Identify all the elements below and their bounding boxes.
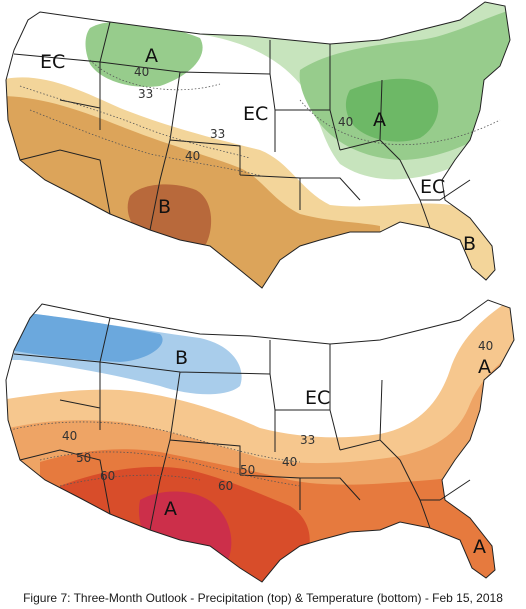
temperature-map: B EC A A A 40 40 50 60 50 60 33 40 (5, 299, 515, 583)
outlook-maps: EC EC EC A A B B 40 33 40 33 40 (5, 1, 515, 583)
temp-state-borders (5, 299, 515, 583)
outlook-maps-svg: EC EC EC A A B B 40 33 40 33 40 (5, 1, 515, 583)
temp-contours (9, 421, 301, 487)
precip-contour-40-east: 40 (338, 115, 353, 129)
precip-contour-40-north: 40 (134, 65, 149, 79)
precip-ec-central-label: EC (243, 103, 268, 125)
temp-contour-33-east: 33 (300, 433, 315, 447)
figure-caption: Figure 7: Three-Month Outlook - Precipit… (23, 591, 503, 605)
precip-above-strong-east (345, 78, 439, 142)
precip-below-southwest-label: B (158, 196, 171, 218)
temp-contour-40-northeast: 40 (478, 339, 493, 353)
temp-contour-60-west: 60 (100, 469, 115, 483)
temp-contour-50-west: 50 (76, 451, 91, 465)
temp-contour-50-south: 50 (240, 463, 255, 477)
precip-contours (19, 59, 501, 177)
precip-contour-33-south: 33 (210, 127, 225, 141)
temp-cold-mid-area (6, 310, 163, 362)
precip-contour-40-south: 40 (185, 149, 200, 163)
precip-below-florida-label: B (463, 233, 476, 255)
precip-above-east-label: A (373, 109, 386, 131)
precip-ec-southeast-label: EC (420, 176, 445, 198)
precip-above-north-label: A (145, 45, 158, 67)
temp-above-southwest-label: A (164, 498, 177, 520)
precip-state-borders (5, 1, 511, 289)
precip-ec-west-label: EC (40, 51, 65, 73)
temp-contour-40-west: 40 (62, 429, 77, 443)
temp-contour-40-east: 40 (282, 455, 297, 469)
temp-below-northwest-label: B (175, 347, 188, 369)
temp-contour-60-south: 60 (218, 479, 233, 493)
temp-above-florida-label: A (473, 536, 486, 558)
precip-above-mid-north (85, 21, 203, 87)
precip-contour-33-north: 33 (138, 87, 153, 101)
temp-ec-central-label: EC (305, 387, 330, 409)
temp-above-northeast-label: A (478, 356, 491, 378)
precipitation-map: EC EC EC A A B B 40 33 40 33 40 (5, 1, 511, 289)
